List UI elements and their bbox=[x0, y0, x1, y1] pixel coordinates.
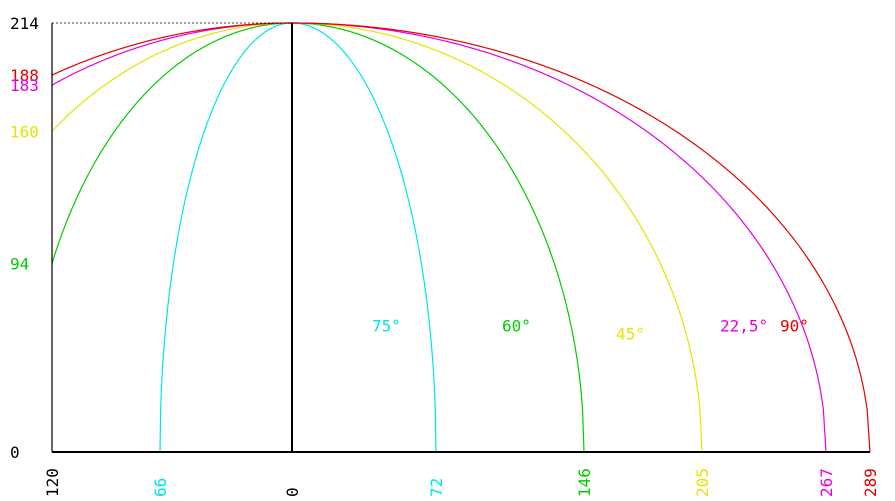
series-curve-1 bbox=[51, 22, 585, 453]
y-tick-label-0: 214 bbox=[10, 14, 39, 33]
curves-layer bbox=[51, 22, 871, 453]
series-label-4: 90° bbox=[780, 317, 809, 336]
x-tick-label-1: 66 bbox=[151, 478, 170, 497]
series-curve-4 bbox=[51, 22, 871, 453]
axes-layer bbox=[51, 22, 870, 453]
series-curve-0 bbox=[159, 22, 437, 453]
y-tick-label-2: 183 bbox=[10, 76, 39, 95]
x-tick-label-5: 205 bbox=[693, 468, 712, 497]
y-tick-label-5: 0 bbox=[10, 443, 20, 462]
series-curve-2 bbox=[51, 22, 703, 453]
series-label-0: 75° bbox=[372, 317, 401, 336]
series-label-1: 60° bbox=[502, 317, 531, 336]
y-tick-label-4: 94 bbox=[10, 255, 29, 274]
x-tick-label-6: 267 bbox=[817, 468, 836, 497]
x-tick-label-4: 146 bbox=[575, 468, 594, 497]
series-label-3: 22,5° bbox=[720, 317, 768, 336]
x-tick-label-3: 72 bbox=[427, 478, 446, 497]
y-tick-label-3: 160 bbox=[10, 122, 39, 141]
series-label-2: 45° bbox=[616, 325, 645, 344]
y-tick-label-1: 188 bbox=[10, 66, 39, 85]
series-curve-3 bbox=[51, 22, 827, 453]
x-tick-label-7: 289 bbox=[861, 468, 880, 497]
x-tick-label-2: 0 bbox=[283, 487, 302, 497]
x-tick-label-0: 120 bbox=[43, 468, 62, 497]
